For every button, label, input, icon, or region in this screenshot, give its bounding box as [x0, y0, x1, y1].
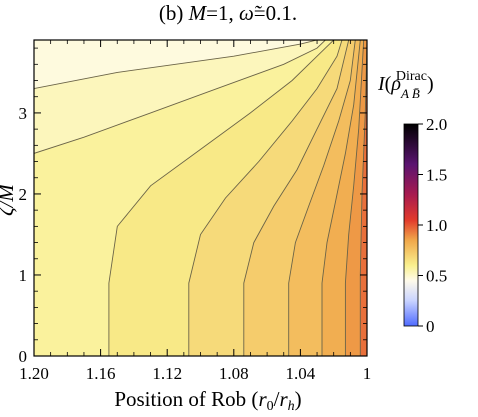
- y-tick-label: 2: [19, 185, 28, 204]
- contour-line: [344, 40, 365, 356]
- y-axis-ticks: 0 1 2 3: [19, 47, 367, 366]
- x-tick-label: 1.04: [286, 364, 316, 383]
- colorbar-tick-label: 1.5: [426, 166, 447, 185]
- y-tick-label: 1: [19, 266, 28, 285]
- colorbar-tick-label: 2.0: [426, 115, 447, 134]
- contour-line: [243, 40, 350, 356]
- contour-line: [188, 40, 343, 356]
- contour-line: [108, 40, 335, 356]
- contour-line: [321, 40, 361, 356]
- x-axis-ticks: 1.20 1.16 1.12 1.08 1.04 1: [19, 40, 371, 383]
- x-tick-label: 1.16: [86, 364, 116, 383]
- chart-title: (b) M=1, ω̃=0.1.: [159, 1, 297, 25]
- x-tick-label: 1: [363, 364, 372, 383]
- y-tick-label: 0: [19, 347, 28, 366]
- colorbar-ticks: 0 0.5 1.0 1.5 2.0: [418, 115, 447, 336]
- contour-line: [34, 40, 318, 90]
- colorbar-gradient: [403, 123, 419, 327]
- x-tick-label: 1.20: [19, 364, 49, 383]
- colorbar-title: I(ρA B̄Dirac): [377, 69, 434, 101]
- colorbar-tick-label: 0: [426, 317, 435, 336]
- contour-lines: [34, 40, 367, 356]
- x-axis-title: Position of Rob (r0/rh): [114, 387, 301, 414]
- y-tick-label: 3: [19, 104, 28, 123]
- y-axis-title: ζ/M: [0, 183, 18, 216]
- x-tick-label: 1.08: [219, 364, 249, 383]
- colorbar: I(ρA B̄Dirac) 0 0.5 1.0 1.5 2.0: [377, 69, 447, 336]
- x-tick-label: 1.12: [152, 364, 182, 383]
- colorbar-tick-label: 0.5: [426, 267, 447, 286]
- contour-line: [34, 40, 326, 154]
- contour-bands: [34, 40, 367, 356]
- colorbar-tick-label: 1.0: [426, 216, 447, 235]
- contour-line: [288, 40, 356, 356]
- heatmap-plot: 1.20 1.16 1.12 1.08 1.04 1 0 1 2 3: [19, 39, 371, 383]
